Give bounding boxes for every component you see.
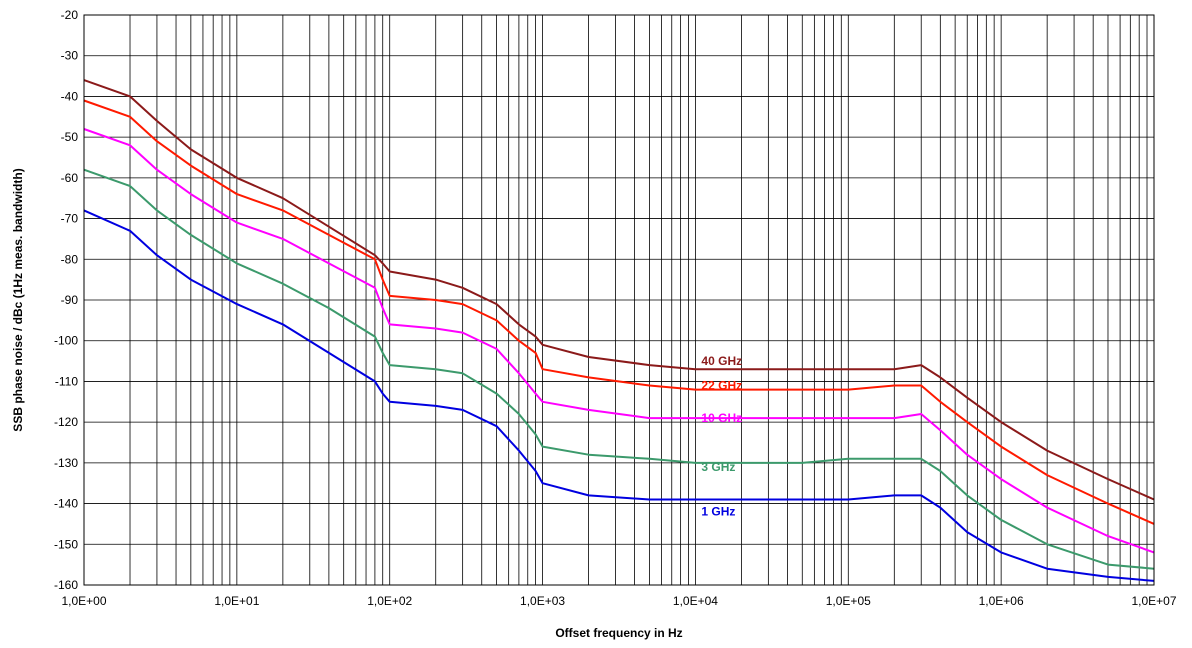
series-label: 3 GHz	[701, 460, 735, 474]
y-tick-label: -160	[54, 578, 78, 592]
plot-frame	[83, 14, 1155, 586]
x-axis-title: Offset frequency in Hz	[555, 626, 682, 640]
series-label: 10 GHz	[701, 411, 742, 425]
y-tick-label: -50	[61, 130, 79, 144]
y-tick-label: -150	[54, 537, 78, 551]
series-line	[83, 168, 1155, 570]
y-tick-label: -70	[61, 212, 79, 226]
y-tick-label: -20	[61, 8, 79, 22]
x-tick-label: 1,0E+01	[214, 594, 259, 608]
y-tick-label: -120	[54, 415, 78, 429]
series-line	[83, 128, 1155, 554]
y-tick-label: -100	[54, 334, 78, 348]
x-tick-label: 1,0E+03	[520, 594, 565, 608]
series-line	[83, 99, 1155, 525]
y-tick-label: -90	[61, 293, 79, 307]
y-tick-labels: -20 -30 -40 -50 -60 -70 -80 -90 -100 -110 -120 -130…	[54, 8, 78, 592]
y-tick-label: -60	[61, 171, 79, 185]
y-axis-title: SSB phase noise / dBc (1Hz meas. bandwid…	[11, 168, 25, 431]
x-tick-label: 1,0E+06	[979, 594, 1024, 608]
x-tick-label: 1,0E+07	[1131, 594, 1176, 608]
x-tick-labels: 1,0E+00 1,0E+01 1,0E+02 1,0E+03 1,0E+04 1,0E+…	[61, 594, 1176, 608]
y-tick-label: -30	[61, 49, 79, 63]
y-tick-label: -80	[61, 252, 79, 266]
x-tick-label: 1,0E+00	[61, 594, 106, 608]
x-tick-label: 1,0E+04	[673, 594, 718, 608]
x-tick-label: 1,0E+05	[826, 594, 871, 608]
series-label: 40 GHz	[701, 354, 742, 368]
y-tick-label: -140	[54, 497, 78, 511]
series-lines	[83, 79, 1155, 582]
series-labels: 40 GHz 22 GHz 10 GHz 3 GHz 1 GHz	[701, 354, 742, 519]
x-tick-label: 1,0E+02	[367, 594, 412, 608]
series-line	[83, 79, 1155, 501]
series-label: 22 GHz	[701, 379, 742, 393]
y-tick-label: -130	[54, 456, 78, 470]
y-tick-label: -110	[55, 374, 78, 388]
series-label: 1 GHz	[701, 505, 735, 519]
y-tick-label: -40	[61, 89, 79, 103]
grid-lines	[84, 14, 1154, 586]
series-line	[83, 209, 1155, 582]
